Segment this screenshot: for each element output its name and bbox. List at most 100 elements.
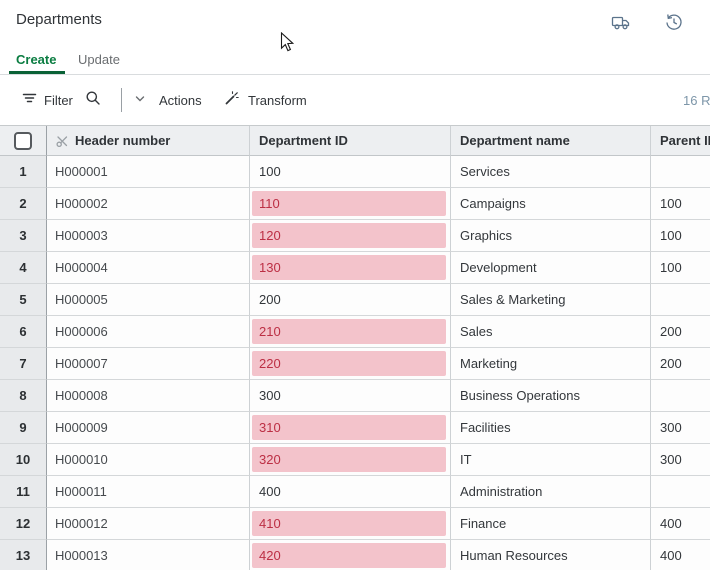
validation-error-highlight[interactable]: 420 xyxy=(252,543,446,568)
table-row: 4 H000004 130 Development 100 xyxy=(0,252,710,284)
validation-error-highlight[interactable]: 220 xyxy=(252,351,446,376)
parent-id-cell[interactable]: 300 xyxy=(651,444,710,476)
department-name-cell[interactable]: Finance xyxy=(451,508,651,540)
department-id-cell[interactable]: 310 xyxy=(250,412,451,444)
row-number-cell[interactable]: 8 xyxy=(0,380,47,412)
department-name-cell[interactable]: Sales xyxy=(451,316,651,348)
department-id-cell[interactable]: 400 xyxy=(250,476,451,508)
row-number-cell[interactable]: 5 xyxy=(0,284,47,316)
row-number-cell[interactable]: 4 xyxy=(0,252,47,284)
parent-id-cell[interactable] xyxy=(651,156,710,188)
tab-create[interactable]: Create xyxy=(16,52,56,67)
department-id-cell[interactable]: 210 xyxy=(250,316,451,348)
column-header-header-number[interactable]: Header number xyxy=(47,126,250,156)
parent-id-cell[interactable]: 100 xyxy=(651,188,710,220)
migration-van-icon[interactable] xyxy=(610,12,632,34)
header-number-cell[interactable]: H000011 xyxy=(47,476,250,508)
page-title: Departments xyxy=(16,11,102,28)
department-name-cell[interactable]: Human Resources xyxy=(451,540,651,570)
column-header-label: Parent ID xyxy=(660,133,710,148)
row-number-cell[interactable]: 1 xyxy=(0,156,47,188)
parent-id-cell[interactable]: 200 xyxy=(651,316,710,348)
actions-label: Actions xyxy=(159,93,202,108)
validation-error-highlight[interactable]: 310 xyxy=(252,415,446,440)
column-header-department-id[interactable]: Department ID xyxy=(250,126,451,156)
actions-menu-button[interactable]: Actions xyxy=(135,75,202,125)
validation-error-highlight[interactable]: 210 xyxy=(252,319,446,344)
row-number-cell[interactable]: 6 xyxy=(0,316,47,348)
validation-error-highlight[interactable]: 120 xyxy=(252,223,446,248)
table-row: 11 H000011 400 Administration xyxy=(0,476,710,508)
department-name-cell[interactable]: Administration xyxy=(451,476,651,508)
department-name-cell[interactable]: Business Operations xyxy=(451,380,651,412)
select-all-checkbox[interactable] xyxy=(14,132,32,150)
department-id-cell[interactable]: 420 xyxy=(250,540,451,570)
column-header-department-name[interactable]: Department name xyxy=(451,126,651,156)
parent-id-cell[interactable]: 200 xyxy=(651,348,710,380)
header-number-cell[interactable]: H000004 xyxy=(47,252,250,284)
department-name-cell[interactable]: Marketing xyxy=(451,348,651,380)
validation-error-highlight[interactable]: 130 xyxy=(252,255,446,280)
grid-header-row: Header number Department ID Department n… xyxy=(0,125,710,156)
header-number-cell[interactable]: H000009 xyxy=(47,412,250,444)
department-name-cell[interactable]: Services xyxy=(451,156,651,188)
header-number-cell[interactable]: H000012 xyxy=(47,508,250,540)
row-number-cell[interactable]: 11 xyxy=(0,476,47,508)
header-number-cell[interactable]: H000003 xyxy=(47,220,250,252)
department-name-cell[interactable]: Facilities xyxy=(451,412,651,444)
parent-id-cell[interactable]: 300 xyxy=(651,412,710,444)
validation-error-highlight[interactable]: 320 xyxy=(252,447,446,472)
department-id-cell[interactable]: 410 xyxy=(250,508,451,540)
mouse-cursor xyxy=(280,32,295,58)
row-number-cell[interactable]: 12 xyxy=(0,508,47,540)
validation-error-highlight[interactable]: 410 xyxy=(252,511,446,536)
department-id-cell[interactable]: 300 xyxy=(250,380,451,412)
search-button[interactable] xyxy=(85,75,101,125)
department-name-cell[interactable]: Sales & Marketing xyxy=(451,284,651,316)
column-header-parent-id[interactable]: Parent ID xyxy=(651,126,710,156)
department-id-cell[interactable]: 320 xyxy=(250,444,451,476)
department-id-cell[interactable]: 100 xyxy=(250,156,451,188)
row-number-cell[interactable]: 7 xyxy=(0,348,47,380)
parent-id-cell[interactable]: 100 xyxy=(651,220,710,252)
parent-id-cell[interactable] xyxy=(651,380,710,412)
department-id-cell[interactable]: 120 xyxy=(250,220,451,252)
header-number-cell[interactable]: H000006 xyxy=(47,316,250,348)
column-header-label: Header number xyxy=(75,133,170,148)
transform-button[interactable]: Transform xyxy=(224,75,307,125)
table-row: 1 H000001 100 Services xyxy=(0,156,710,188)
row-number-cell[interactable]: 13 xyxy=(0,540,47,570)
header-number-cell[interactable]: H000008 xyxy=(47,380,250,412)
header-number-cell[interactable]: H000013 xyxy=(47,540,250,570)
magic-wand-icon xyxy=(224,90,240,111)
history-icon[interactable] xyxy=(663,11,685,33)
departments-page: Departments Create Update xyxy=(0,0,710,570)
department-name-cell[interactable]: IT xyxy=(451,444,651,476)
parent-id-cell[interactable]: 400 xyxy=(651,508,710,540)
parent-id-cell[interactable] xyxy=(651,284,710,316)
row-number-cell[interactable]: 10 xyxy=(0,444,47,476)
row-number-cell[interactable]: 3 xyxy=(0,220,47,252)
department-id-cell[interactable]: 110 xyxy=(250,188,451,220)
department-id-cell[interactable]: 200 xyxy=(250,284,451,316)
parent-id-cell[interactable]: 100 xyxy=(651,252,710,284)
filter-label: Filter xyxy=(44,93,73,108)
filter-button[interactable]: Filter xyxy=(22,75,73,125)
row-number-cell[interactable]: 9 xyxy=(0,412,47,444)
department-id-cell[interactable]: 220 xyxy=(250,348,451,380)
validation-error-highlight[interactable]: 110 xyxy=(252,191,446,216)
filter-icon xyxy=(22,90,37,111)
header-number-cell[interactable]: H000001 xyxy=(47,156,250,188)
header-number-cell[interactable]: H000010 xyxy=(47,444,250,476)
header-number-cell[interactable]: H000005 xyxy=(47,284,250,316)
row-number-cell[interactable]: 2 xyxy=(0,188,47,220)
parent-id-cell[interactable]: 400 xyxy=(651,540,710,570)
department-name-cell[interactable]: Development xyxy=(451,252,651,284)
department-name-cell[interactable]: Graphics xyxy=(451,220,651,252)
department-name-cell[interactable]: Campaigns xyxy=(451,188,651,220)
tab-update[interactable]: Update xyxy=(78,52,120,67)
header-number-cell[interactable]: H000002 xyxy=(47,188,250,220)
parent-id-cell[interactable] xyxy=(651,476,710,508)
department-id-cell[interactable]: 130 xyxy=(250,252,451,284)
header-number-cell[interactable]: H000007 xyxy=(47,348,250,380)
